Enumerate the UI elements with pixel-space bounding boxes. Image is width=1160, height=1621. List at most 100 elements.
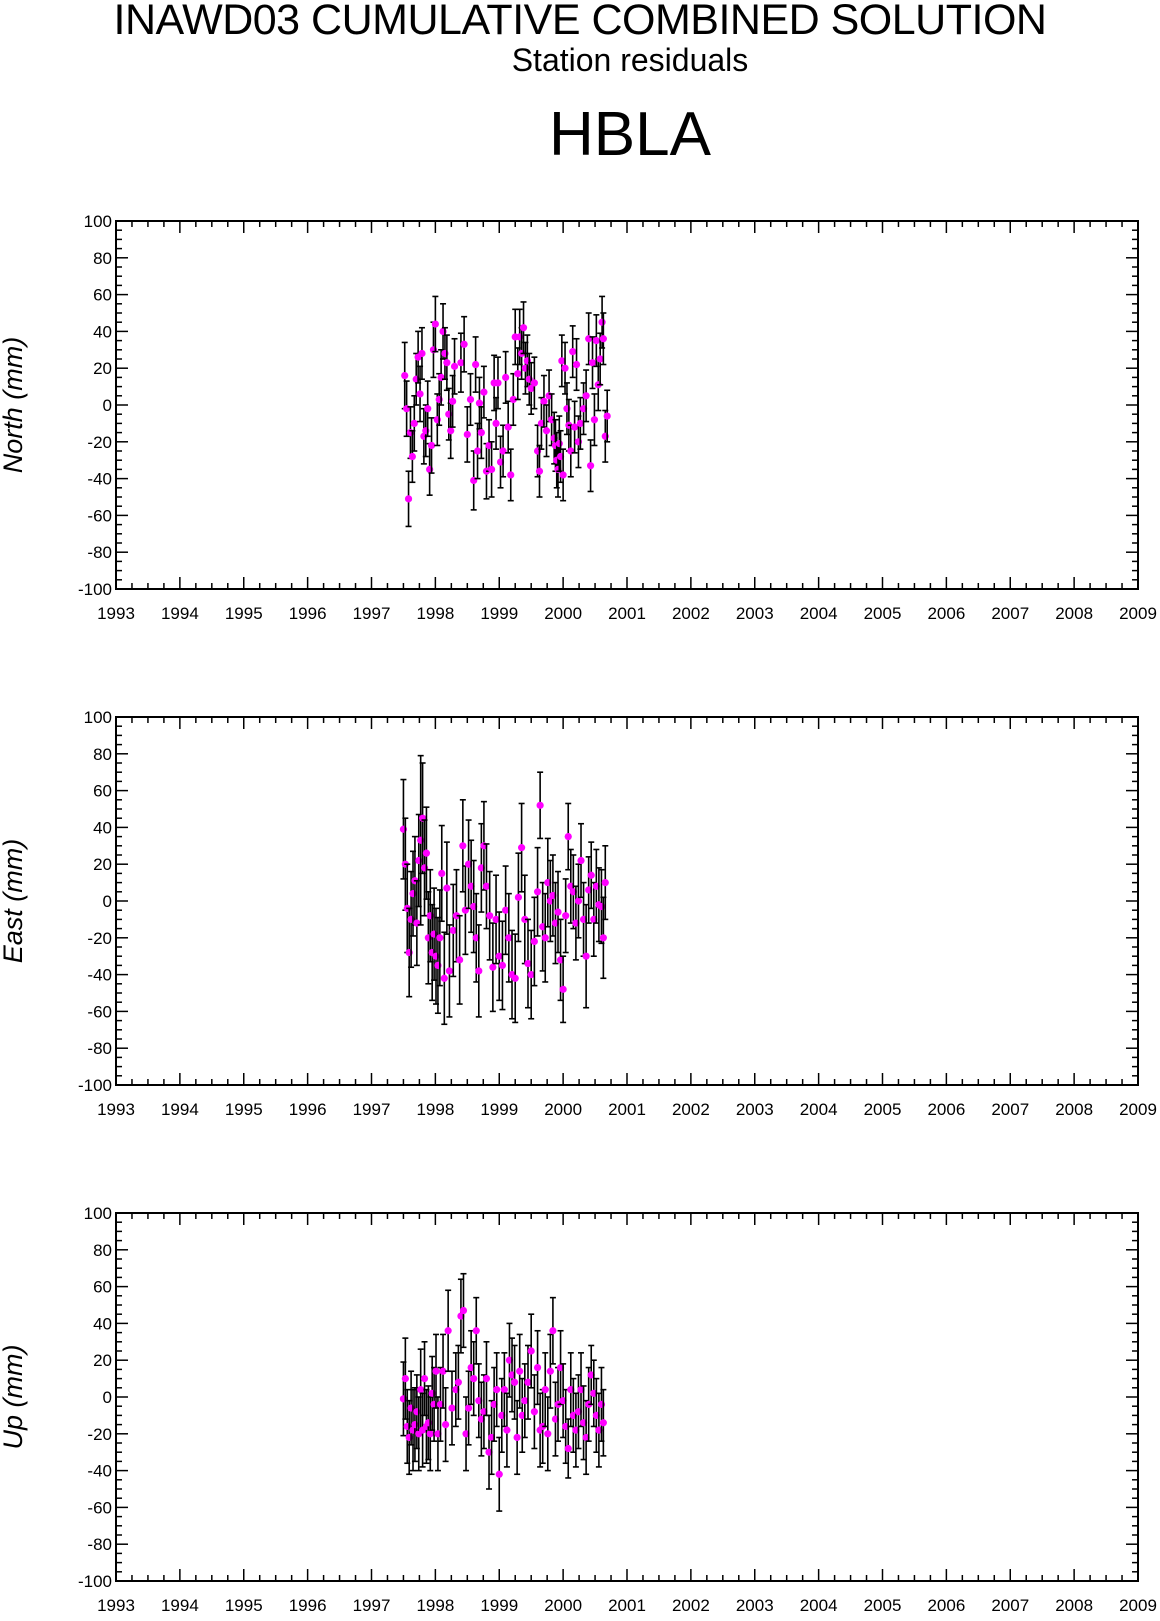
data-point — [448, 1404, 456, 1412]
x-tick-label: 2008 — [1055, 604, 1093, 623]
data-point — [541, 934, 549, 942]
data-point — [524, 959, 532, 968]
y-tick-label: 80 — [93, 1241, 112, 1260]
data-point — [558, 357, 566, 365]
data-point — [577, 856, 585, 865]
plot-frame — [115, 1212, 1139, 1582]
y-tick-label: 60 — [93, 286, 112, 305]
data-point — [472, 1327, 480, 1335]
data-point — [533, 1363, 542, 1372]
data-point — [596, 355, 604, 363]
x-tick-label: 1996 — [289, 604, 327, 623]
x-tick-label: 1993 — [97, 604, 135, 623]
y-tick-label: 0 — [103, 892, 112, 911]
data-point — [498, 961, 507, 970]
y-tick-label: -80 — [87, 1039, 112, 1058]
data-point — [571, 423, 579, 431]
x-tick-label: 1994 — [161, 1596, 199, 1615]
panel-up: 100 80 60 40 20 0 -20 -40 -60 -80 -100 1993 1994 1995… — [0, 1204, 1157, 1615]
x-tick-label: 2006 — [927, 604, 965, 623]
data-point — [527, 1347, 535, 1355]
data-point — [527, 971, 535, 979]
y-tick-label: 0 — [103, 396, 112, 415]
x-tick-label: 2006 — [927, 1596, 965, 1615]
data-point — [427, 441, 436, 450]
y-axis-label: North (mm) — [0, 337, 28, 474]
data-point — [450, 362, 459, 370]
data-point — [519, 324, 528, 332]
y-axis-label: Up (mm) — [0, 1345, 28, 1450]
x-tick-label: 1999 — [480, 604, 518, 623]
data-point — [494, 379, 502, 387]
y-tick-label: -80 — [87, 1535, 112, 1554]
data-point — [503, 1426, 511, 1434]
data-point — [598, 318, 606, 326]
data-point — [408, 452, 416, 461]
x-tick-label: 2005 — [864, 604, 902, 623]
x-tick-label: 1997 — [353, 1596, 391, 1615]
data-point — [459, 842, 467, 850]
data-point — [514, 370, 522, 378]
x-tick-label: 1994 — [161, 604, 199, 623]
y-tick-label: 80 — [93, 745, 112, 764]
y-tick-label: -20 — [87, 433, 112, 452]
data-point — [441, 1421, 450, 1429]
y-axis-label: East (mm) — [0, 839, 28, 964]
data-point — [502, 373, 510, 381]
data-point — [499, 447, 507, 455]
chart-title: INAWD03 CUMULATIVE COMBINED SOLUTION — [113, 0, 1047, 44]
x-tick-label: 1994 — [161, 1100, 199, 1119]
data-point — [443, 884, 451, 892]
x-tick-label: 2000 — [544, 604, 582, 623]
data-point — [440, 974, 448, 982]
data-point — [460, 340, 468, 348]
y-tick-label: 100 — [84, 1204, 112, 1223]
data-point — [576, 419, 584, 427]
y-tick-label: 80 — [93, 249, 112, 268]
data-point — [599, 335, 607, 343]
x-tick-label: 2003 — [736, 604, 774, 623]
data-point — [475, 967, 483, 975]
data-point — [599, 934, 607, 942]
data-point — [420, 1375, 429, 1383]
data-point — [518, 844, 526, 852]
data-point — [424, 405, 432, 413]
x-tick-label: 1993 — [97, 1100, 135, 1119]
x-tick-label: 2009 — [1119, 1100, 1157, 1119]
data-point — [524, 1378, 532, 1386]
x-tick-label: 2002 — [672, 1100, 710, 1119]
data-point — [592, 337, 600, 345]
data-point — [480, 388, 488, 396]
data-point — [457, 359, 465, 367]
data-point — [536, 801, 544, 809]
data-point — [564, 833, 572, 841]
x-tick-label: 1995 — [225, 604, 263, 623]
y-tick-label: 60 — [93, 782, 112, 801]
data-point — [559, 471, 567, 479]
data-point — [521, 915, 529, 924]
y-tick-label: 40 — [93, 1314, 112, 1333]
plot-frame — [115, 716, 1139, 1086]
data-point — [432, 1367, 440, 1375]
data-point — [542, 427, 551, 435]
data-point — [530, 1408, 538, 1416]
x-tick-label: 1995 — [225, 1596, 263, 1615]
data-point — [521, 1397, 529, 1405]
y-tick-label: -20 — [87, 929, 112, 948]
data-point — [439, 1367, 447, 1375]
data-point — [472, 360, 480, 369]
data-point — [504, 423, 512, 431]
x-tick-label: 2002 — [672, 604, 710, 623]
data-point — [554, 908, 562, 916]
data-point — [486, 912, 494, 920]
y-tick-label: 20 — [93, 1351, 112, 1370]
y-tick-label: -60 — [87, 1498, 112, 1517]
data-point — [544, 1430, 552, 1438]
x-tick-label: 2003 — [736, 1596, 774, 1615]
data-point — [410, 419, 418, 427]
data-point — [473, 447, 482, 455]
x-tick-label: 2000 — [544, 1596, 582, 1615]
x-tick-label: 2004 — [800, 1596, 838, 1615]
y-tick-label: -100 — [78, 580, 112, 599]
x-tick-label: 2002 — [672, 1596, 710, 1615]
